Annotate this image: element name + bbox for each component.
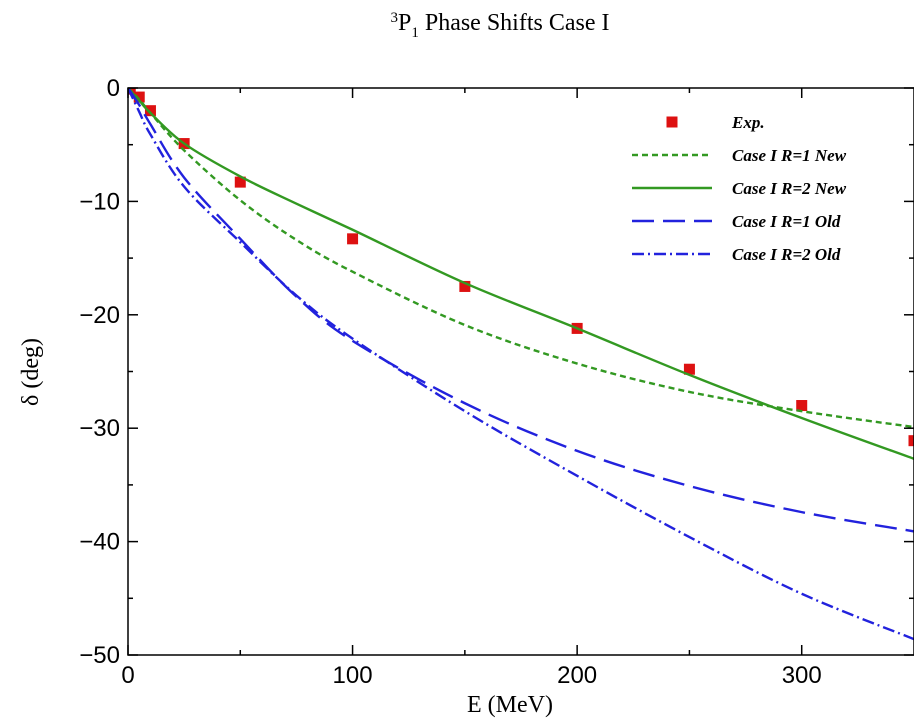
y-tick-label: 0 (107, 75, 120, 102)
plot-area (128, 88, 914, 641)
series-line-case-i-r-2-old (128, 88, 914, 641)
series-line-case-i-r-2-new (128, 88, 914, 460)
x-tick-label: 200 (557, 662, 597, 689)
y-tick-label: −10 (79, 188, 120, 215)
y-tick-label: −50 (79, 642, 120, 669)
plot-frame (127, 87, 914, 656)
y-tick-label: −40 (79, 529, 120, 556)
x-axis-label: E (MeV) (467, 692, 553, 718)
x-tick-label: 0 (121, 662, 134, 689)
data-point-exp (234, 176, 246, 188)
x-tick-label: 300 (782, 662, 822, 689)
legend-label: Case I R=1 New (732, 146, 847, 165)
data-point-exp (683, 363, 695, 375)
series-group (128, 88, 914, 641)
data-point-exp (347, 233, 359, 245)
chart-title: 3P1 Phase Shifts Case I (390, 10, 609, 41)
legend-marker-swatch (666, 116, 678, 128)
legend-label: Case I R=1 Old (732, 212, 841, 231)
data-point-exp (144, 105, 156, 117)
chart-title-sub: 1 (411, 25, 419, 41)
legend-label: Case I R=2 New (732, 179, 847, 198)
chart-title-main: P (398, 10, 411, 36)
chart-title-rest: Phase Shifts Case I (419, 10, 610, 36)
data-point-exp (133, 91, 145, 103)
chart-title-prefix: 3 (390, 10, 398, 26)
data-point-exp (908, 435, 914, 447)
legend: Exp. Case I R=1 New Case I R=2 New Case I R… (632, 113, 847, 264)
legend-label: Exp. (731, 113, 765, 132)
axes: 0 100 200 300 0 −10 −20 −30 −40 −50 (79, 75, 914, 689)
y-tick-label: −30 (79, 415, 120, 442)
series-line-case-i-r-1-old (128, 88, 914, 533)
y-axis-label: δ (deg) (18, 338, 44, 406)
data-point-exp (459, 280, 471, 292)
data-point-exp (796, 400, 808, 412)
x-tick-label: 100 (333, 662, 373, 689)
y-tick-label: −20 (79, 302, 120, 329)
legend-label: Case I R=2 Old (732, 245, 841, 264)
